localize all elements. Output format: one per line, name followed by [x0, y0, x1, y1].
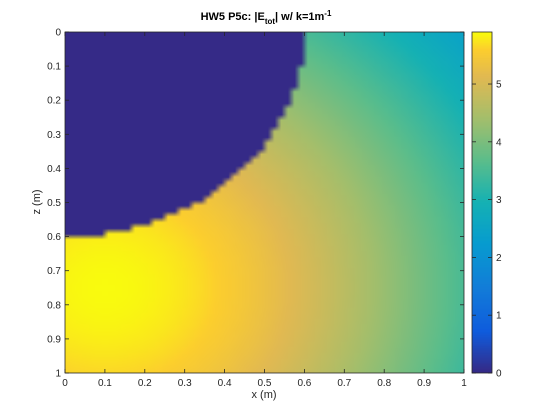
- colorbar-tick-label: 3: [496, 195, 502, 206]
- x-tick-label: 0.5: [258, 378, 272, 389]
- colorbar-tick-label: 5: [496, 80, 502, 91]
- x-axis-label: x (m): [251, 389, 276, 401]
- x-tick-label: 0.6: [297, 378, 311, 389]
- x-tick-label: 0.8: [377, 378, 391, 389]
- y-axis-label: z (m): [31, 189, 43, 214]
- title-superscript: -1: [324, 9, 332, 18]
- y-axis-ticks: 0 0.1 0.2 0.3 0.4 0.5 0.6 0.7 0.8 0.9 1: [47, 28, 464, 380]
- colorbar-tick-label: 4: [496, 137, 502, 148]
- y-tick-label: 0.8: [47, 300, 61, 311]
- y-tick-label: 0.3: [47, 130, 61, 141]
- x-tick-label: 0.2: [138, 378, 152, 389]
- colorbar-tick-label: 0: [496, 369, 502, 380]
- y-tick-label: 1: [55, 369, 61, 380]
- title-prefix: HW5 P5c: |E: [201, 11, 265, 23]
- heatmap-image: [65, 32, 464, 373]
- colorbar-ticks: 0 1 2 3 4 5: [472, 80, 502, 380]
- y-tick-label: 0.5: [47, 198, 61, 209]
- y-tick-label: 0.2: [47, 96, 61, 107]
- y-tick-label: 0.7: [47, 266, 61, 277]
- x-tick-label: 1: [461, 378, 467, 389]
- x-tick-label: 0.7: [337, 378, 351, 389]
- y-tick-label: 0: [55, 28, 61, 39]
- x-axis-ticks: 0 0.1 0.2 0.3 0.4 0.5 0.6 0.7 0.8 0.9 1: [62, 32, 467, 389]
- colorbar-tick-label: 2: [496, 253, 502, 264]
- y-tick-label: 0.1: [47, 62, 61, 73]
- y-tick-label: 0.6: [47, 232, 61, 243]
- colorbar-box: [471, 31, 493, 374]
- x-tick-label: 0.3: [178, 378, 192, 389]
- y-tick-label: 0.9: [47, 334, 61, 345]
- colorbar: [472, 32, 492, 373]
- x-tick-label: 0: [62, 378, 68, 389]
- x-tick-label: 0.4: [218, 378, 232, 389]
- title-subscript: tot: [265, 17, 276, 26]
- x-tick-label: 0.9: [417, 378, 431, 389]
- chart-title: HW5 P5c: |Etot| w/ k=1m-1: [201, 9, 332, 26]
- y-tick-label: 0.4: [47, 164, 61, 175]
- x-tick-label: 0.1: [98, 378, 112, 389]
- title-middle: | w/ k=1m: [275, 11, 324, 23]
- colorbar-tick-label: 1: [496, 311, 502, 322]
